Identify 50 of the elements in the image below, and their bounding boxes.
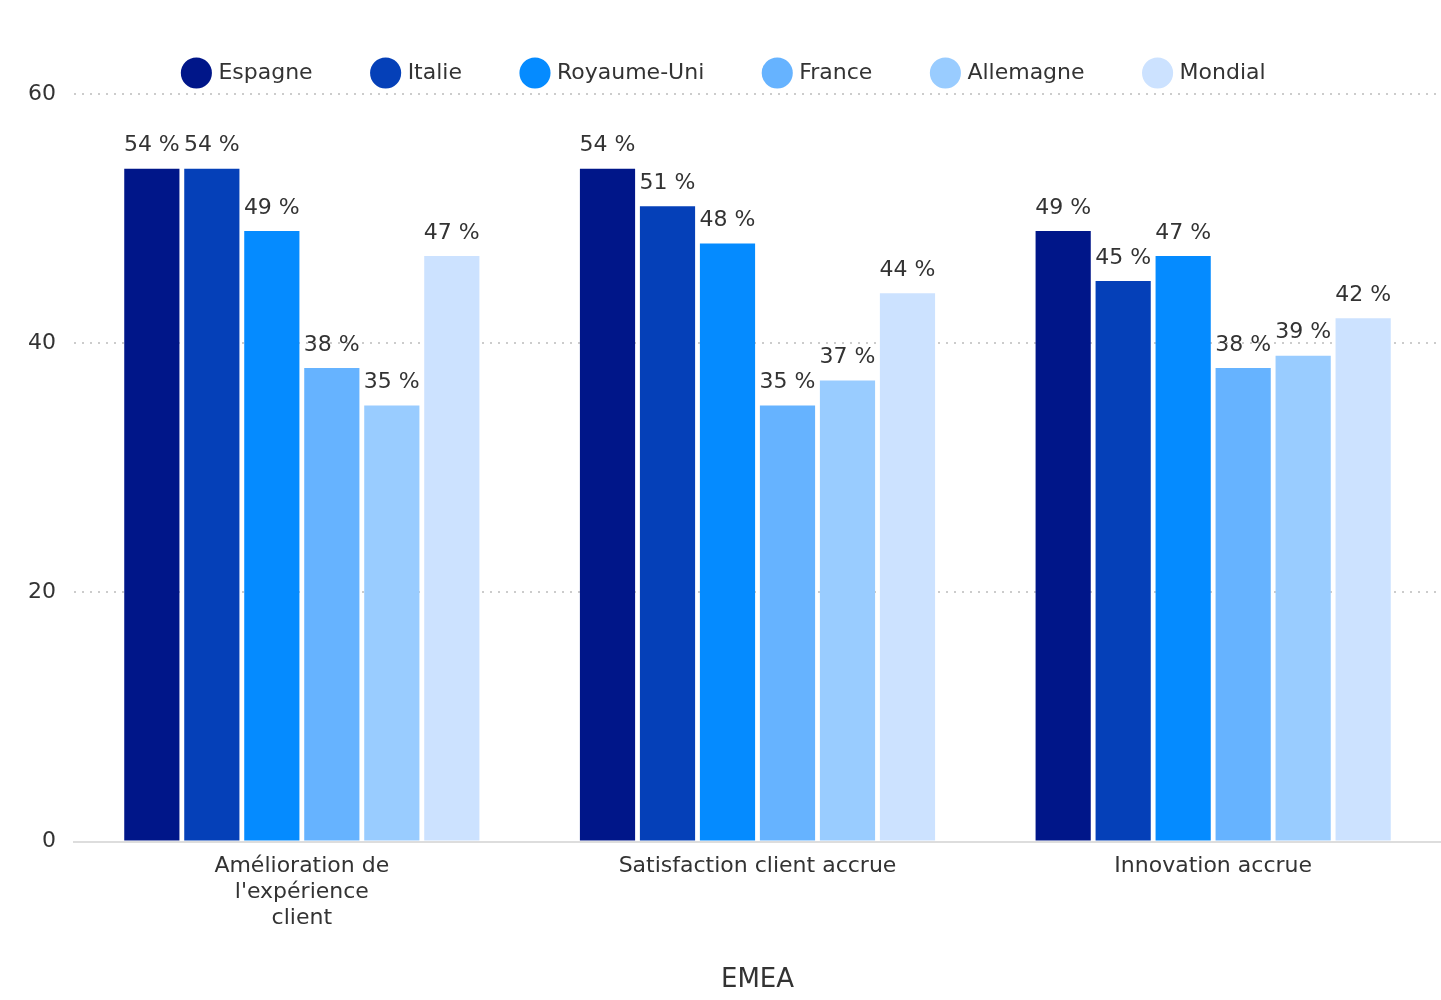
data-label: 54 %: [183, 131, 240, 157]
data-label: 51 %: [639, 168, 696, 194]
data-label: 38 %: [303, 330, 360, 356]
bar: [819, 380, 876, 841]
bar: [1275, 355, 1331, 841]
data-label: 47 %: [423, 218, 480, 244]
data-label: 38 %: [1215, 330, 1272, 356]
x-tick-label: Satisfaction client accrue: [618, 851, 897, 877]
data-label: 49 %: [1035, 193, 1092, 219]
data-label: 44 %: [879, 256, 936, 282]
data-label: 42 %: [1335, 281, 1392, 306]
bar: [639, 206, 696, 841]
data-label: 35 %: [363, 368, 420, 394]
bar: [244, 231, 300, 841]
data-label: 35 %: [759, 368, 816, 394]
data-label: 39 %: [1275, 318, 1332, 344]
bar: [1095, 280, 1151, 841]
bar: [424, 255, 480, 841]
bar: [1335, 318, 1391, 841]
data-label: 37 %: [819, 343, 876, 369]
legend-label: Italie: [407, 58, 462, 84]
bar: [1215, 368, 1271, 841]
bar: [579, 168, 636, 841]
bar: [184, 168, 240, 841]
data-label: 45 %: [1095, 243, 1152, 269]
x-tick-label: Innovation accrue: [1114, 851, 1312, 877]
data-label: 49 %: [243, 193, 300, 219]
bar: [699, 243, 756, 841]
x-tick-label: Amélioration de l'expérience client: [214, 851, 390, 930]
bar: [124, 168, 180, 841]
y-tick-label: 0: [41, 827, 56, 853]
bar: [879, 293, 936, 841]
data-label: 47 %: [1155, 218, 1212, 244]
data-label: 54 %: [579, 131, 636, 157]
bar: [364, 405, 420, 841]
bar: [1035, 231, 1091, 841]
legend-label: Allemagne: [967, 58, 1085, 84]
y-tick-label: 40: [27, 328, 56, 354]
y-tick-label: 60: [27, 79, 56, 105]
legend-label: Mondial: [1179, 58, 1266, 84]
legend-label: Royaume-Uni: [556, 58, 705, 84]
data-label: 54 %: [123, 131, 180, 157]
x-axis-title: EMEA: [720, 963, 795, 994]
bar: [1155, 255, 1211, 841]
data-label: 48 %: [699, 206, 756, 232]
y-tick-label: 20: [27, 578, 56, 604]
bar: [759, 405, 816, 841]
legend-label: France: [799, 58, 873, 84]
bar: [304, 368, 360, 841]
legend-label: Espagne: [218, 58, 313, 84]
